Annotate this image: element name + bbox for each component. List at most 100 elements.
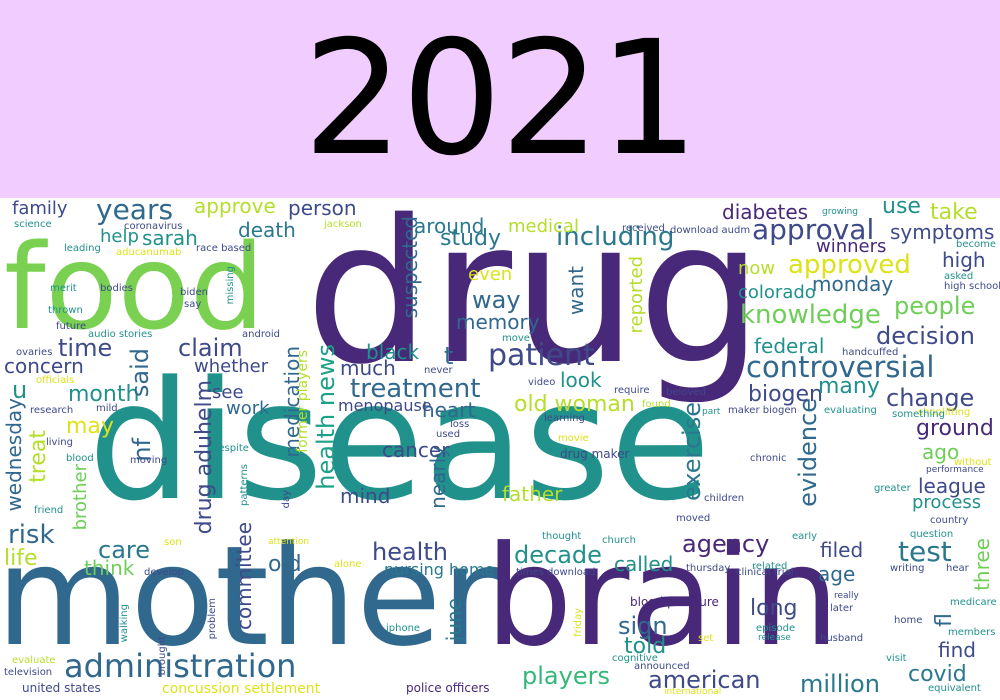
word-ago: ago	[922, 440, 960, 464]
word-announced: announced	[634, 661, 690, 672]
word-even: even	[468, 264, 513, 285]
word-iphone: iphone	[386, 623, 421, 634]
word-move: move	[502, 333, 530, 344]
word-science: science	[14, 219, 52, 230]
word-part: part	[702, 407, 721, 417]
word-t: t	[444, 342, 454, 370]
word-whether: whether	[194, 356, 269, 377]
title-banner: 2021	[0, 0, 1000, 198]
word-long: long	[750, 596, 798, 621]
word-equivalent: equivalent	[928, 683, 981, 694]
word-friday: friday	[573, 608, 584, 637]
word-exercise: exercise	[678, 402, 706, 502]
word-agency: agency	[682, 530, 770, 558]
word-brain: brain	[485, 516, 840, 677]
word-including: including	[556, 222, 675, 252]
word-decade: decade	[514, 541, 602, 569]
word-asked: asked	[944, 271, 974, 282]
word-now: now	[738, 258, 776, 279]
word-reported: reported	[626, 256, 647, 334]
word-biogen: biogen	[748, 382, 823, 407]
word-growing: growing	[822, 207, 858, 217]
word-see: see	[212, 382, 244, 403]
word-think: think	[84, 556, 135, 580]
word-evaluate: evaluate	[12, 655, 56, 666]
word-old-woman: old woman	[514, 392, 635, 417]
word-around: around	[414, 214, 485, 238]
word-way: way	[472, 286, 521, 314]
word-disease: disease	[88, 346, 711, 537]
word-process: process	[912, 492, 982, 513]
word-concern: concern	[4, 354, 84, 378]
word-knowledge: knowledge	[740, 300, 881, 330]
word-colorado: colorado	[738, 282, 816, 303]
word-food: food	[4, 218, 265, 356]
word-committee: committee	[232, 522, 256, 631]
word-league: league	[918, 474, 986, 498]
word-handcuffed: handcuffed	[842, 347, 899, 358]
word-called: called	[614, 552, 674, 576]
word-never: never	[424, 365, 453, 376]
word-missing: missing	[225, 266, 236, 305]
word-writing: writing	[890, 563, 925, 574]
word-cognitive: cognitive	[612, 653, 658, 664]
word-require: require	[614, 385, 650, 396]
word-medicare: medicare	[950, 597, 997, 608]
word-set: set	[698, 633, 714, 644]
word-u: u	[12, 376, 28, 404]
word-learning: learning	[544, 413, 585, 424]
word-memory: memory	[456, 310, 540, 334]
word-approved: approved	[788, 250, 911, 280]
word-person: person	[288, 198, 357, 220]
word-received: received	[622, 223, 665, 234]
word-really: really	[834, 591, 859, 601]
word-family: family	[12, 198, 68, 219]
word-chronic: chronic	[750, 453, 787, 464]
word-ground: ground	[916, 416, 994, 441]
word-american: american	[648, 666, 761, 694]
word-people: people	[894, 292, 976, 320]
word-monday: monday	[812, 272, 894, 296]
word-despite: despite	[212, 443, 249, 454]
word-high: high	[942, 248, 986, 272]
word-race-based: race based	[196, 243, 252, 254]
word-biden: biden	[180, 287, 208, 298]
word-claim: claim	[178, 334, 243, 362]
year-title: 2021	[302, 7, 699, 191]
word-controversial: controversial	[746, 350, 935, 384]
word-nursing-home: nursing home	[384, 560, 495, 579]
word-symptoms: symptoms	[890, 220, 995, 244]
word-hear: hear	[946, 563, 969, 574]
word-three: three	[970, 538, 994, 591]
word-former-players: former players	[295, 350, 311, 453]
word-heart: heart	[422, 398, 476, 422]
word-question: question	[910, 529, 954, 540]
word-early: early	[792, 531, 818, 542]
word-fl: fl	[932, 613, 957, 627]
word-used: used	[436, 429, 461, 440]
word-merit: merit	[50, 283, 77, 294]
word-develop: develop	[144, 567, 184, 578]
word-cancer: cancer	[382, 438, 450, 462]
word-country: country	[930, 515, 969, 526]
word-mild: mild	[96, 403, 118, 414]
word-moving: moving	[130, 455, 168, 466]
word-age: age	[818, 562, 856, 586]
word-jackson: jackson	[324, 219, 362, 230]
word-blood-pressure: blood pressure	[630, 595, 719, 609]
word-cloud: drug disease mother brain food administration…	[0, 198, 1000, 700]
word-june: june	[442, 598, 466, 642]
word-million: million	[800, 670, 880, 698]
word-much: much	[340, 356, 396, 380]
word-husband: husband	[820, 633, 864, 644]
word-wednesday: wednesday	[2, 398, 26, 512]
word-take: take	[930, 200, 978, 225]
word-walking: walking	[119, 604, 130, 643]
word-month: month	[68, 382, 140, 407]
word-greater: greater	[874, 483, 911, 494]
word-told: told	[624, 634, 667, 659]
word-living: living	[46, 437, 73, 448]
word-mother: mother	[0, 516, 499, 677]
word-drug: drug	[305, 198, 764, 408]
word-time: time	[58, 334, 113, 362]
